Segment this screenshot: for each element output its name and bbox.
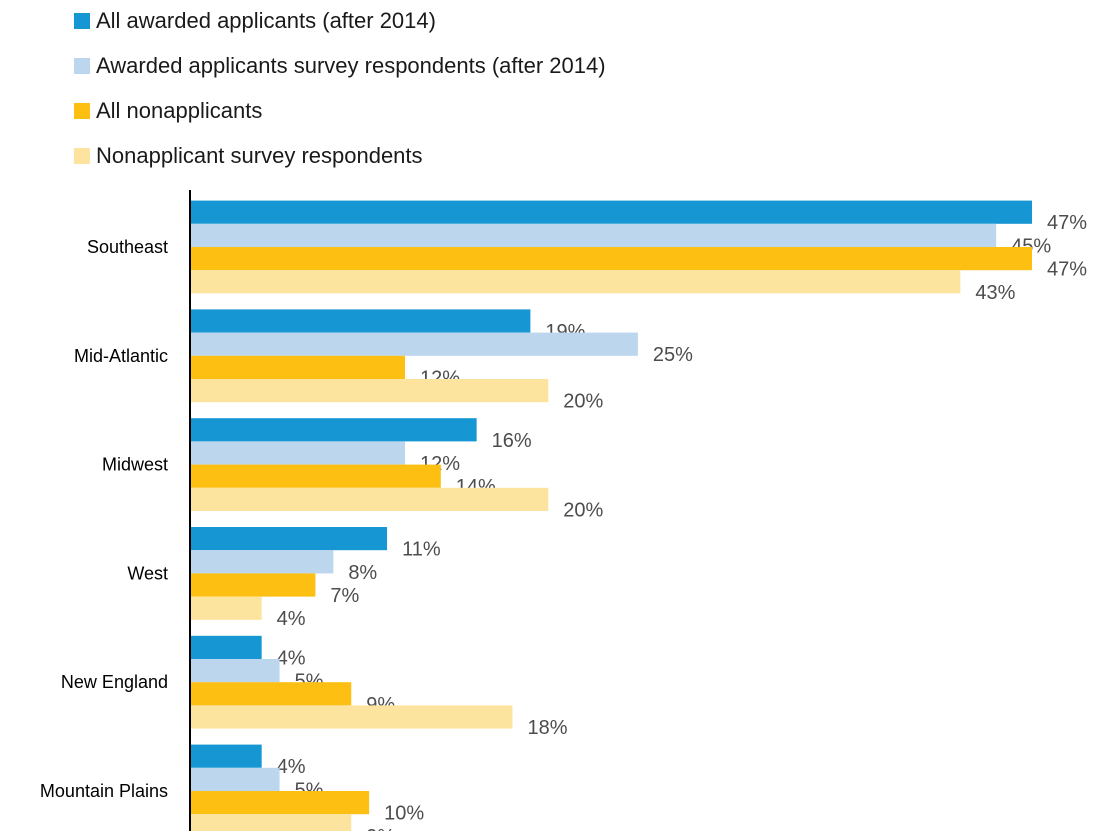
category-label: West [127,563,168,583]
bar [190,487,549,511]
legend-item-nonapplicant-survey: Nonapplicant survey respondents [74,139,974,173]
legend-label: All awarded applicants (after 2014) [96,8,436,33]
bar [190,705,513,729]
bar [190,270,961,294]
legend-label: Nonapplicant survey respondents [96,143,423,168]
bar [190,573,316,597]
data-label: 11% [402,539,441,561]
bar [190,464,441,488]
data-label: 20% [563,499,603,521]
data-label: 10% [384,803,424,825]
data-label: 4% [277,608,306,630]
bar [190,767,280,791]
data-label: 9% [366,826,395,831]
bar [190,309,531,333]
data-label: 7% [330,585,359,607]
data-label: 4% [277,647,306,669]
legend-swatch [74,148,90,164]
chart-legend: All awarded applicants (after 2014) Awar… [74,4,974,184]
bar [190,441,405,465]
bar [190,659,280,683]
bar [190,596,262,620]
bar [190,527,388,551]
bar [190,379,549,403]
bar [190,814,352,831]
bar [190,223,997,247]
category-label: Mid-Atlantic [74,346,168,366]
data-label: 43% [975,282,1015,304]
data-label: 20% [563,391,603,413]
category-label: New England [61,672,168,692]
data-label: 47% [1047,259,1087,281]
bar [190,355,405,379]
bar [190,791,370,815]
data-label: 25% [653,344,693,366]
legend-swatch [74,103,90,119]
legend-item-all-awarded: All awarded applicants (after 2014) [74,4,974,38]
legend-label: Awarded applicants survey respondents (a… [96,53,606,78]
data-label: 18% [527,717,567,739]
legend-swatch [74,58,90,74]
legend-item-all-nonapplicants: All nonapplicants [74,94,974,128]
bar [190,682,352,706]
bar [190,635,262,659]
category-label: Southeast [87,237,168,257]
bar [190,247,1032,271]
category-label: Midwest [102,455,168,475]
bar [190,200,1032,224]
bar [190,418,477,442]
bar [190,550,334,574]
bar [190,332,638,356]
data-label: 16% [492,430,532,452]
legend-item-awarded-survey: Awarded applicants survey respondents (a… [74,49,974,83]
data-label: 47% [1047,212,1087,234]
bar [190,744,262,768]
category-label: Mountain Plains [40,781,168,801]
data-label: 4% [277,756,306,778]
legend-swatch [74,13,90,29]
legend-label: All nonapplicants [96,98,263,123]
data-label: 8% [348,562,377,584]
